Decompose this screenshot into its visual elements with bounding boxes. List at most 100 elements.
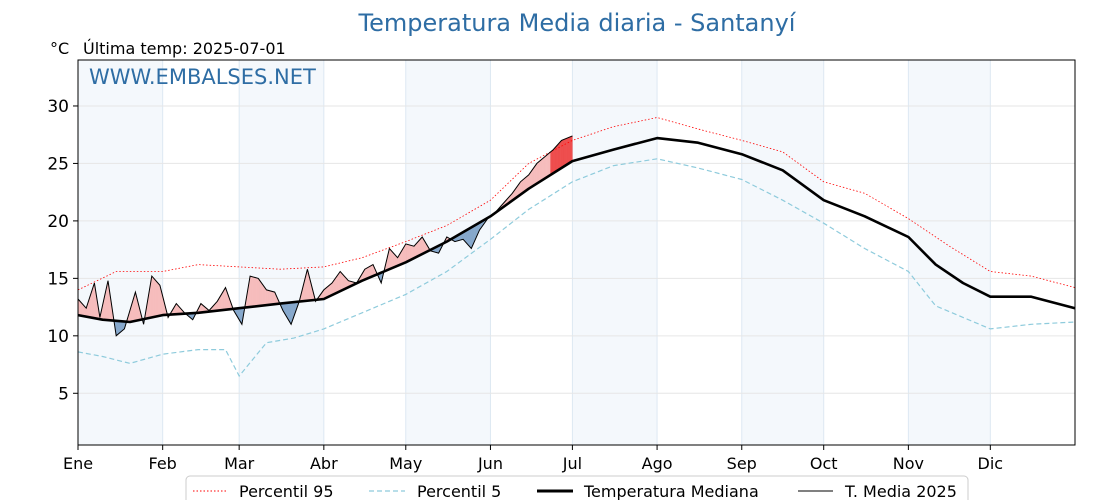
x-tick-label: Abr	[310, 454, 338, 473]
y-axis: 5 10 15 20 25 30	[47, 97, 78, 404]
anomaly-fill-segment	[553, 147, 555, 174]
anomaly-fill-segment	[92, 282, 95, 319]
series-lines	[77, 117, 1076, 378]
anomaly-fill-segment	[253, 276, 256, 307]
anomaly-fill-segment	[337, 272, 340, 293]
anomaly-fill-segment	[467, 228, 469, 246]
month-band	[78, 60, 163, 445]
anomaly-fill-segment	[469, 227, 472, 250]
anomaly-fill-segment	[561, 139, 564, 169]
anomaly-fill-segment	[116, 320, 118, 337]
series-line-percentil-5	[77, 158, 1076, 378]
legend-label-p95: Percentil 95	[239, 482, 334, 500]
x-tick-label: Nov	[893, 454, 924, 473]
anomaly-fill-segment	[79, 300, 81, 316]
legend-box	[185, 475, 969, 500]
anomaly-fill-segment	[533, 164, 536, 186]
anomaly-fill-segment	[262, 283, 264, 306]
anomaly-fill-segment	[389, 247, 391, 270]
anomaly-fill-segment	[532, 166, 535, 187]
anomaly-fill-segment	[540, 158, 543, 182]
anomaly-fill-segment	[158, 283, 161, 317]
watermark: WWW.EMBALSES.NET	[89, 65, 316, 89]
anomaly-fill-segment	[289, 302, 292, 326]
y-unit-label: °C	[50, 39, 69, 58]
anomaly-fill-segment	[259, 279, 262, 307]
anomaly-fill-segment	[157, 281, 159, 317]
anomaly-fill-segment	[568, 136, 570, 165]
anomaly-fill-segment	[223, 286, 226, 311]
anomaly-fill-segment	[270, 290, 273, 305]
anomaly-fill-segment	[256, 277, 259, 307]
x-tick-label: Mar	[224, 454, 255, 473]
anomaly-fill-segment	[544, 154, 547, 179]
anomaly-fill-segment	[151, 275, 154, 318]
chart-title: Temperatura Media diaria - Santanyí	[358, 9, 797, 37]
anomaly-fill-segment	[117, 320, 120, 336]
anomaly-fill-segment	[559, 139, 562, 170]
last-temp-label: Última temp: 2025-07-01	[83, 39, 286, 58]
x-tick-label: Ago	[642, 454, 673, 473]
x-axis: Ene Feb Mar Abr May Jun Jul Ago Sep Oct Nov Dic	[63, 445, 1003, 473]
anomaly-fill-segment	[118, 320, 121, 334]
anomaly-fill-segment	[391, 251, 394, 269]
anomaly-fill-segment	[415, 242, 417, 258]
x-tick-label: Sep	[727, 454, 757, 473]
anomaly-fill-segment	[252, 276, 255, 307]
anomaly-fill-segment	[564, 138, 566, 167]
anomaly-fill-segment	[260, 281, 263, 307]
anomaly-fill-segment	[529, 170, 532, 189]
anomaly-fill-segment	[566, 137, 569, 165]
legend: Percentil 95 Percentil 5 Temperatura Med…	[185, 475, 969, 500]
anomaly-fill-segment	[420, 236, 423, 256]
anomaly-fill-segment	[222, 289, 225, 311]
anomaly-fill-segment	[342, 274, 345, 291]
anomaly-fill-segment	[570, 135, 573, 163]
y-tick-label: 5	[58, 384, 69, 404]
anomaly-fill-segment	[542, 157, 544, 181]
series-line-t-media-2025	[77, 135, 573, 337]
anomaly-fill-segment	[269, 290, 271, 306]
anomaly-fill-segment	[390, 249, 393, 269]
anomaly-fill-segment	[405, 243, 408, 263]
y-tick-label: 15	[47, 269, 69, 289]
y-tick-label: 30	[47, 97, 69, 117]
anomaly-fill-segment	[341, 272, 344, 291]
x-tick-label: Ene	[63, 454, 93, 473]
anomaly-fill-segment	[258, 277, 260, 307]
y-tick-label: 20	[47, 212, 69, 232]
x-tick-label: Jul	[562, 454, 582, 473]
y-tick-label: 10	[47, 327, 69, 347]
anomaly-fill-segment	[554, 146, 557, 173]
x-tick-label: May	[389, 454, 422, 473]
anomaly-fill-segment	[538, 160, 540, 184]
month-band	[239, 60, 324, 445]
anomaly-fill-segment	[536, 161, 539, 184]
anomaly-fill-segment	[411, 245, 413, 260]
x-tick-label: Dic	[978, 454, 1004, 473]
anomaly-fill-segment	[338, 270, 341, 293]
legend-label-p5: Percentil 5	[417, 482, 501, 500]
legend-label-median: Temperatura Mediana	[583, 482, 759, 500]
anomaly-fill-segment	[271, 291, 274, 305]
anomaly-fill-segment	[539, 159, 542, 183]
anomaly-fill-segment	[551, 149, 554, 175]
anomaly-fill-segment	[416, 241, 419, 258]
anomaly-fill-segment	[535, 162, 538, 185]
anomaly-fill-segment	[255, 277, 258, 307]
anomaly-fill-segment	[531, 168, 533, 188]
anomaly-fill-segment	[266, 289, 269, 306]
month-bands	[78, 60, 991, 445]
anomaly-fill-segment	[267, 289, 270, 306]
anomaly-fill-segment	[468, 227, 471, 248]
anomaly-fill-segment	[550, 150, 553, 176]
legend-label-2025: T. Media 2025	[844, 482, 957, 500]
anomaly-fill-segment	[543, 156, 546, 180]
anomaly-fill-segment	[335, 274, 338, 294]
anomaly-fill-segment	[264, 287, 267, 306]
anomaly-fill-segment	[152, 277, 155, 318]
month-band	[572, 60, 658, 445]
grid-lines	[78, 60, 1075, 445]
anomaly-fill-segment	[562, 138, 565, 168]
